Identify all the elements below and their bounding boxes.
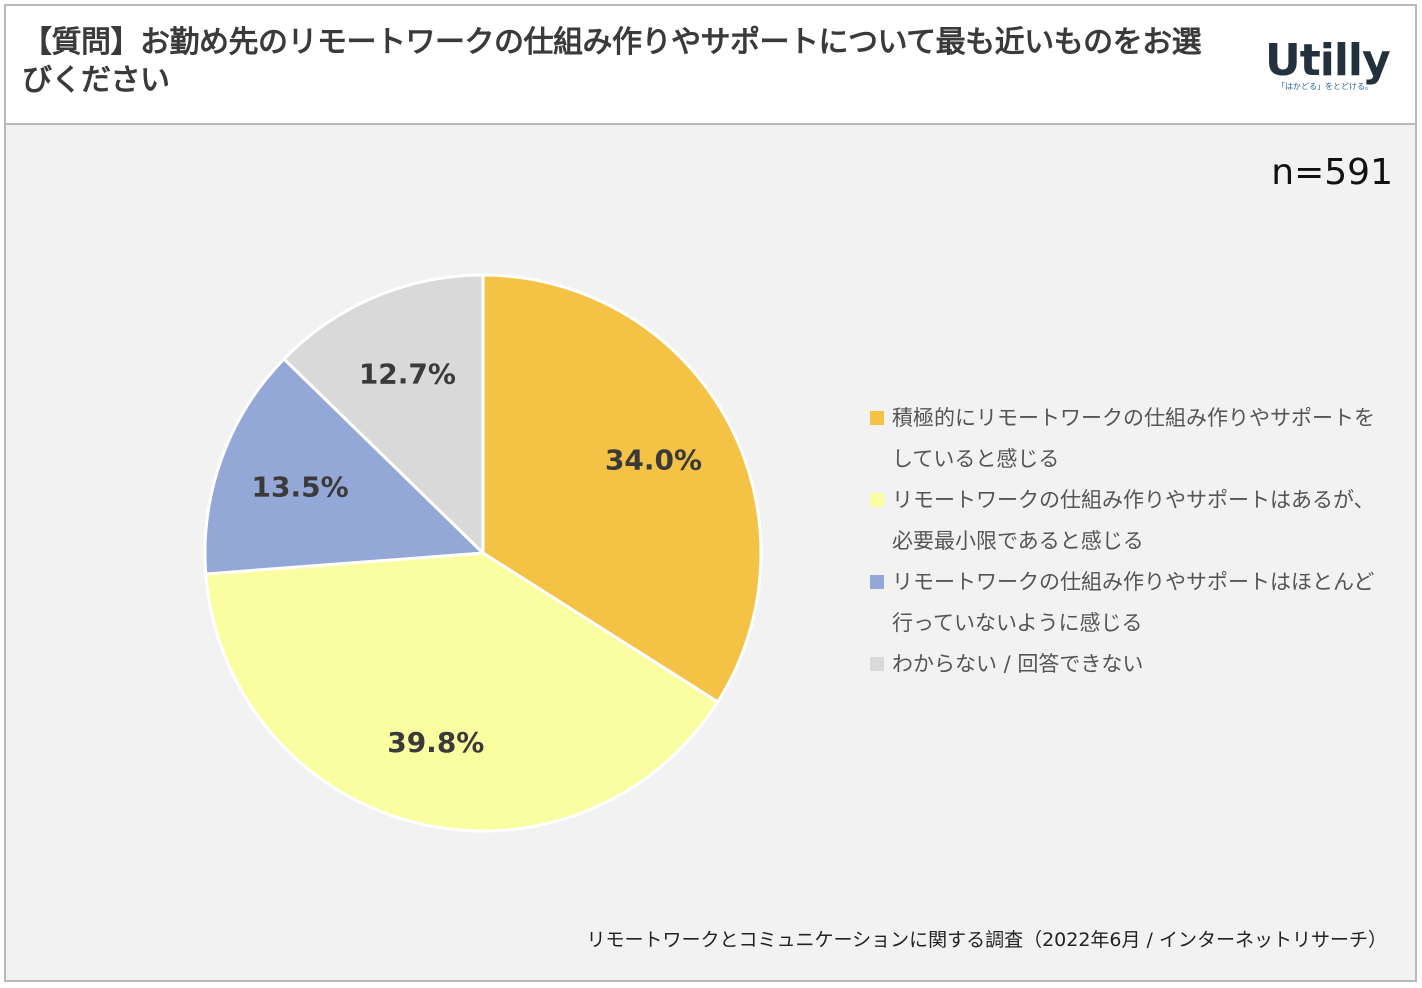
slice-active-support-label: 34.0% — [605, 443, 702, 476]
legend-item-minimum-support: リモートワークの仕組み作りやサポートはあるが、必要最小限であると感じる — [868, 480, 1388, 562]
pie-chart: 34.0% 39.8% 13.5% 12.7% — [203, 273, 763, 833]
header: 【質問】お勤め先のリモートワークの仕組み作りやサポートについて最も近いものをお選… — [6, 6, 1415, 125]
logo-tagline: 「はかどる」をとどける。 — [1277, 82, 1373, 91]
legend-item-unknown: わからない / 回答できない — [868, 644, 1388, 685]
legend-label: リモートワークの仕組み作りやサポートはあるが、必要最小限であると感じる — [892, 488, 1375, 553]
legend-swatch — [870, 575, 884, 589]
sample-size: n=591 — [1271, 152, 1393, 193]
chart-frame: 【質問】お勤め先のリモートワークの仕組み作りやサポートについて最も近いものをお選… — [4, 4, 1417, 982]
legend-label: 積極的にリモートワークの仕組み作りやサポートをしていると感じる — [892, 406, 1375, 471]
utilly-logo: Utilly 「はかどる」をとどける。 — [1265, 35, 1391, 98]
legend-label: リモートワークの仕組み作りやサポートはほとんど行っていないように感じる — [892, 570, 1375, 635]
slice-unknown-label: 12.7% — [359, 358, 456, 391]
slice-minimum-support-label: 39.8% — [387, 726, 484, 759]
legend-label: わからない / 回答できない — [892, 652, 1144, 676]
legend-swatch — [870, 411, 884, 425]
source-note: リモートワークとコミュニケーションに関する調査（2022年6月 / インターネッ… — [586, 929, 1387, 951]
slice-unknown — [281, 273, 485, 557]
chart-title: 【質問】お勤め先のリモートワークの仕組み作りやサポートについて最も近いものをお選… — [22, 25, 1202, 98]
legend-item-active-support: 積極的にリモートワークの仕組み作りやサポートをしていると感じる — [868, 398, 1388, 480]
legend-swatch — [870, 493, 884, 507]
slice-little-support — [203, 356, 487, 576]
slice-little-support-label: 13.5% — [252, 471, 349, 504]
legend-swatch — [870, 657, 884, 671]
legend-item-little-support: リモートワークの仕組み作りやサポートはほとんど行っていないように感じる — [868, 562, 1388, 644]
slice-minimum-support — [204, 551, 720, 833]
legend: 積極的にリモートワークの仕組み作りやサポートをしていると感じる リモートワークの仕… — [868, 398, 1388, 685]
logo-wordmark: Utilly — [1265, 35, 1391, 86]
slice-active-support — [481, 273, 763, 705]
